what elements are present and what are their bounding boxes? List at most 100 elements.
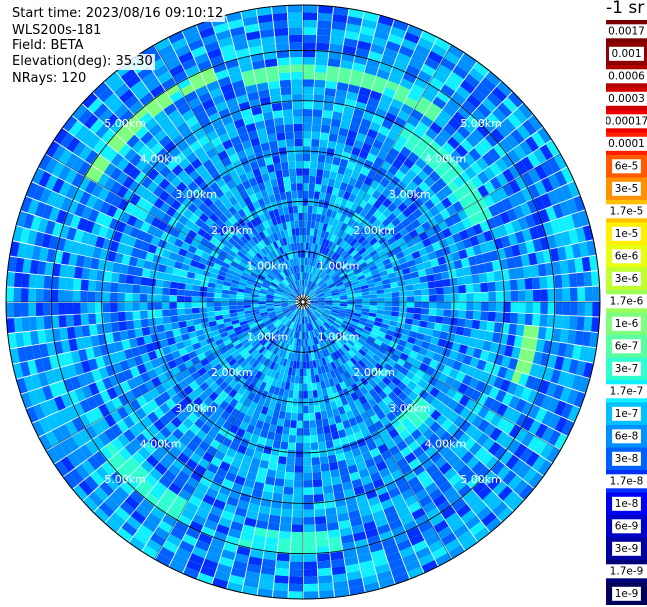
range-gate	[353, 312, 362, 318]
range-gate	[278, 456, 287, 465]
range-gate	[514, 190, 527, 205]
range-gate	[313, 267, 318, 275]
range-gate	[514, 230, 526, 244]
range-gate	[318, 316, 326, 323]
range-gate	[531, 277, 541, 290]
range-gate	[346, 359, 355, 368]
range-gate	[236, 308, 245, 313]
range-gate	[177, 314, 186, 322]
range-gate	[314, 336, 319, 345]
range-gate	[405, 370, 416, 381]
range-gate	[317, 302, 326, 305]
range-gate	[334, 265, 342, 273]
range-gate	[202, 494, 216, 506]
range-gate	[318, 582, 334, 592]
range-gate	[260, 248, 268, 256]
range-gate	[404, 140, 416, 152]
range-gate	[340, 364, 348, 373]
range-gate	[280, 381, 286, 390]
range-gate	[315, 49, 329, 59]
range-gate	[289, 176, 297, 184]
range-gate	[384, 422, 395, 433]
range-gate	[317, 279, 324, 287]
range-gate	[195, 85, 209, 97]
range-gate	[147, 399, 159, 412]
range-gate	[278, 388, 285, 397]
range-gate	[240, 236, 249, 245]
colorbar-label-bg	[606, 564, 647, 579]
range-gate	[461, 100, 477, 114]
range-gate	[125, 320, 135, 330]
range-gate	[512, 108, 528, 124]
colorbar-label-bg	[612, 429, 641, 444]
range-gate	[325, 339, 332, 347]
range-gate	[434, 380, 445, 391]
range-gate	[280, 334, 287, 342]
range-gate	[321, 246, 327, 255]
range-gate	[316, 244, 322, 253]
range-gate	[169, 343, 179, 353]
range-gate	[391, 259, 400, 268]
range-gate	[315, 277, 321, 284]
range-gate	[294, 383, 299, 391]
range-gate	[251, 385, 260, 395]
range-gate	[508, 323, 518, 335]
range-gate	[342, 419, 351, 429]
range-gate	[384, 302, 393, 307]
range-gate	[391, 525, 406, 538]
range-gate	[267, 309, 275, 314]
range-gate	[157, 331, 167, 341]
range-gate	[176, 140, 189, 152]
range-gate	[458, 293, 467, 302]
range-gate	[312, 471, 322, 480]
device-label: WLS200s-181	[10, 23, 104, 39]
range-gate	[412, 359, 423, 369]
range-gate	[327, 354, 334, 363]
range-gate	[266, 218, 274, 228]
range-gate	[303, 71, 315, 80]
range-rings	[5, 4, 601, 600]
range-gate	[414, 77, 429, 90]
range-gate	[309, 273, 314, 282]
range-gate	[351, 212, 360, 221]
range-gate	[340, 372, 348, 382]
range-gate	[435, 316, 444, 324]
range-gate	[326, 278, 333, 285]
range-gate	[169, 560, 186, 574]
range-gate	[321, 470, 331, 480]
range-gate	[307, 308, 312, 315]
range-gate	[218, 390, 229, 401]
range-gate	[416, 121, 429, 134]
range-ring-label: 1.00km	[318, 331, 360, 344]
range-gate	[226, 328, 236, 336]
range-gate	[413, 313, 422, 321]
range-gate	[547, 173, 561, 190]
range-gate	[248, 323, 257, 329]
range-gate	[296, 428, 303, 436]
range-gate	[275, 470, 286, 480]
range-gate	[159, 456, 173, 470]
range-gate	[408, 440, 420, 452]
range-gate	[251, 269, 260, 276]
range-gate	[234, 192, 244, 203]
range-gate	[482, 340, 492, 352]
range-gate	[372, 354, 382, 363]
range-gate	[239, 492, 252, 503]
range-gate	[437, 500, 452, 514]
range-gate	[495, 312, 504, 323]
range-gate	[129, 120, 144, 134]
range-gate	[67, 390, 80, 405]
range-gate	[147, 294, 155, 302]
range-gate	[136, 363, 147, 375]
range-gate	[70, 350, 81, 364]
range-gate	[288, 302, 296, 304]
range-gate	[246, 280, 255, 286]
range-gate	[194, 418, 205, 429]
range-gate	[369, 294, 378, 299]
range-gate	[299, 235, 303, 243]
range-gate	[229, 441, 240, 452]
range-gate	[65, 436, 79, 452]
range-gate	[330, 385, 338, 394]
range-gate	[262, 558, 276, 568]
range-gate	[307, 390, 314, 399]
